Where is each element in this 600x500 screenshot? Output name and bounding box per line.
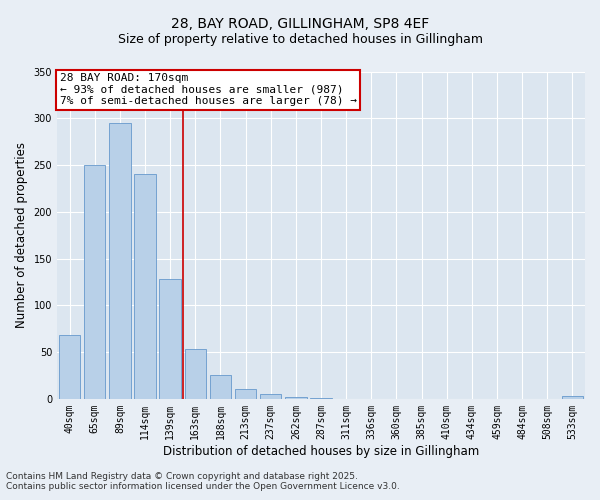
Bar bbox=[285, 397, 307, 399]
Bar bbox=[59, 335, 80, 399]
Bar bbox=[160, 279, 181, 399]
Bar bbox=[210, 376, 231, 399]
Y-axis label: Number of detached properties: Number of detached properties bbox=[15, 142, 28, 328]
Text: Contains HM Land Registry data © Crown copyright and database right 2025.: Contains HM Land Registry data © Crown c… bbox=[6, 472, 358, 481]
Bar bbox=[310, 398, 332, 399]
Text: Contains public sector information licensed under the Open Government Licence v3: Contains public sector information licen… bbox=[6, 482, 400, 491]
Bar bbox=[260, 394, 281, 399]
Bar bbox=[235, 390, 256, 399]
X-axis label: Distribution of detached houses by size in Gillingham: Distribution of detached houses by size … bbox=[163, 444, 479, 458]
Bar bbox=[84, 165, 106, 399]
Bar bbox=[185, 350, 206, 399]
Bar bbox=[134, 174, 156, 399]
Text: Size of property relative to detached houses in Gillingham: Size of property relative to detached ho… bbox=[118, 32, 482, 46]
Text: 28, BAY ROAD, GILLINGHAM, SP8 4EF: 28, BAY ROAD, GILLINGHAM, SP8 4EF bbox=[171, 18, 429, 32]
Bar bbox=[109, 123, 131, 399]
Bar bbox=[562, 396, 583, 399]
Text: 28 BAY ROAD: 170sqm
← 93% of detached houses are smaller (987)
7% of semi-detach: 28 BAY ROAD: 170sqm ← 93% of detached ho… bbox=[59, 73, 356, 106]
